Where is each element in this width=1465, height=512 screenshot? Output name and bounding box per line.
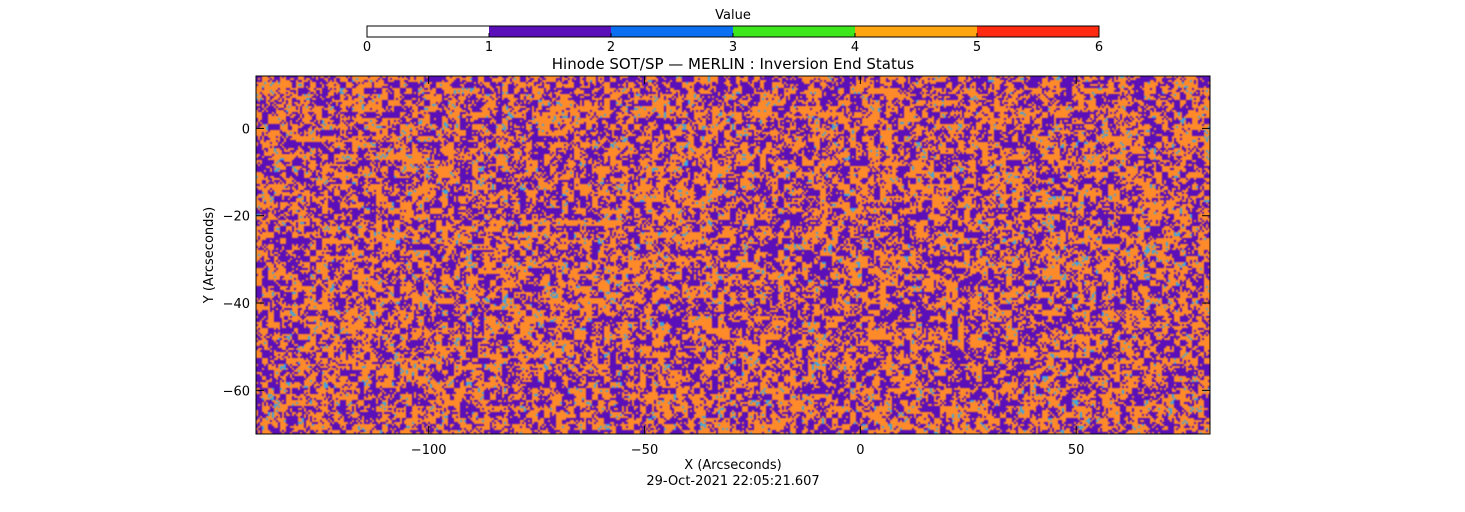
plot-area: −100 −50 0 50 0 −20 −40 −60 xyxy=(223,75,1211,458)
colorbar-bins xyxy=(367,26,1099,37)
chart-title: Hinode SOT/SP — MERLIN : Inversion End S… xyxy=(552,55,915,73)
colorbar-label: Value xyxy=(715,8,751,23)
plot-frame xyxy=(255,75,1211,435)
colorbar-bin-4 xyxy=(855,26,977,37)
x-tick-label: 0 xyxy=(856,443,864,458)
colorbar-tick-label: 5 xyxy=(973,40,981,55)
y-tick-label: −60 xyxy=(223,384,250,399)
y-tick-label: −20 xyxy=(223,210,250,225)
colorbar-ticks: 0 1 2 3 4 5 6 xyxy=(363,33,1103,55)
colorbar-bin-2 xyxy=(611,26,733,37)
colorbar-tick-label: 1 xyxy=(485,40,493,55)
colorbar-tick-label: 0 xyxy=(363,40,371,55)
y-axis-ticks: 0 −20 −40 −60 xyxy=(223,122,1210,399)
colorbar-bin-0 xyxy=(367,26,489,37)
heatmap-image xyxy=(256,76,1210,434)
colorbar-tick-label: 2 xyxy=(607,40,615,55)
colorbar-bin-3 xyxy=(733,26,855,37)
colorbar-tick-label: 3 xyxy=(729,40,737,55)
x-tick-label: −50 xyxy=(631,443,658,458)
x-tick-label: −100 xyxy=(411,443,447,458)
x-axis-ticks: −100 −50 0 50 xyxy=(411,76,1085,458)
colorbar-bin-1 xyxy=(489,26,611,37)
x-tick-label: 50 xyxy=(1068,443,1085,458)
y-tick-label: 0 xyxy=(242,122,250,137)
y-tick-label: −40 xyxy=(223,297,250,312)
timestamp: 29-Oct-2021 22:05:21.607 xyxy=(646,474,819,489)
x-axis-label: X (Arcseconds) xyxy=(684,458,781,473)
colorbar: Value 0 1 2 3 4 5 6 xyxy=(363,8,1103,55)
colorbar-tick-label: 4 xyxy=(851,40,859,55)
colorbar-tick-label: 6 xyxy=(1095,40,1103,55)
y-axis-label: Y (Arcseconds) xyxy=(202,207,217,304)
colorbar-bin-5 xyxy=(977,26,1099,37)
